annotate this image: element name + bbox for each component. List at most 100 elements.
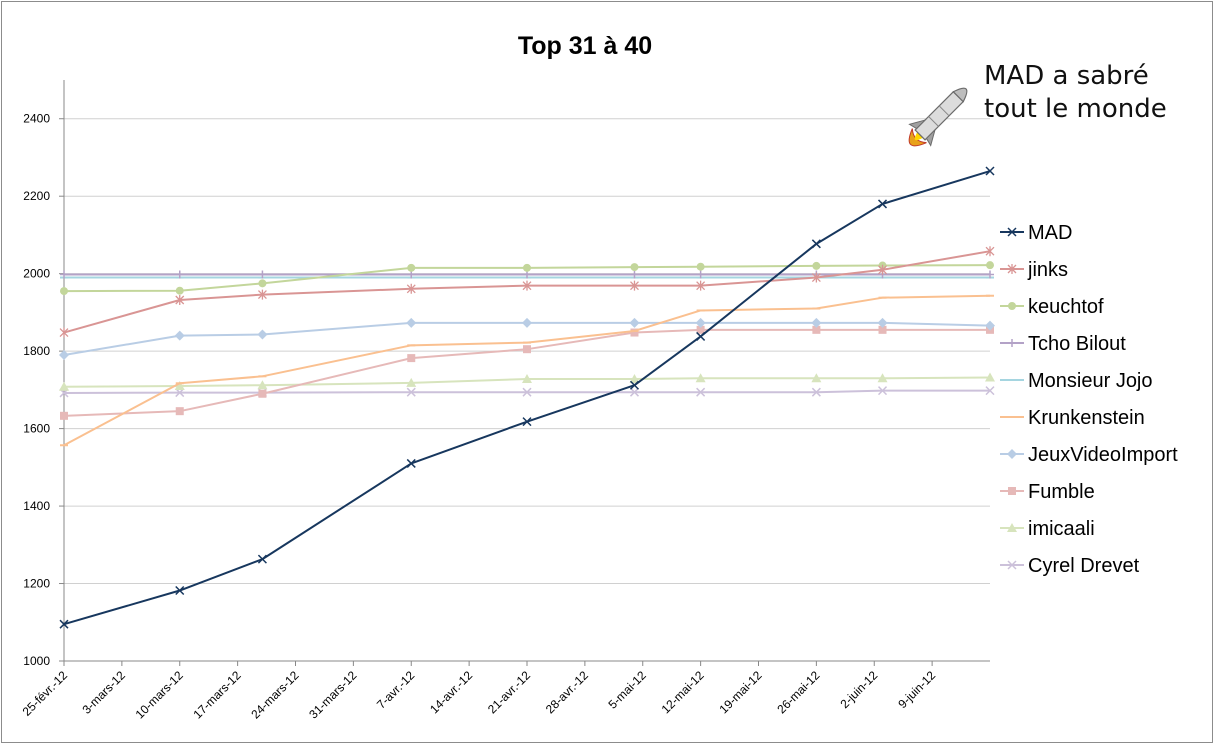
series-line	[63, 328, 990, 417]
x-tick-label: 9-juin-12	[895, 668, 938, 711]
series-line	[63, 389, 990, 394]
data-point	[630, 270, 639, 279]
data-point	[257, 380, 268, 390]
data-point	[878, 325, 887, 334]
data-point	[877, 317, 888, 328]
data-point	[406, 317, 417, 328]
x-tick-label: 21-avr.-12	[485, 668, 533, 716]
data-point	[258, 270, 267, 279]
data-point	[629, 387, 640, 397]
data-point	[522, 387, 532, 397]
series-keuchtof	[60, 261, 994, 296]
data-point	[522, 280, 532, 291]
series-jinks	[59, 246, 995, 338]
legend: MAD jinks keuchtof Tcho Bilout Monsieur Jojo…	[1000, 222, 1178, 577]
data-point	[985, 372, 995, 382]
data-point	[406, 377, 417, 387]
data-point	[175, 585, 185, 596]
data-point	[629, 317, 640, 328]
y-tick-label: 2200	[23, 189, 50, 203]
x-tick-label: 17-mars-12	[190, 668, 244, 722]
data-point	[985, 386, 995, 396]
data-point	[522, 374, 532, 384]
data-point	[258, 389, 267, 398]
series-line	[63, 264, 991, 293]
legend-label: JeuxVideoImport	[1028, 444, 1178, 466]
data-point	[696, 270, 705, 279]
series-line	[63, 376, 991, 388]
data-point	[175, 270, 184, 279]
series-line	[63, 170, 991, 626]
legend-entry: keuchtof	[1000, 296, 1104, 318]
data-point	[629, 374, 640, 384]
data-point	[406, 387, 416, 397]
data-point	[812, 325, 821, 334]
data-point	[174, 330, 185, 341]
x-axis-tick-labels: 25-févr.-12 3-mars-12 10-mars-12 17-mars-12…	[20, 668, 939, 722]
legend-swatch-marker	[1007, 227, 1017, 237]
data-point	[522, 417, 532, 427]
x-tick-label: 3-mars-12	[79, 668, 128, 717]
legend-label: Fumble	[1028, 481, 1095, 503]
data-point	[630, 280, 639, 291]
legend-entry: Krunkenstein	[1000, 407, 1145, 429]
data-point	[986, 270, 994, 279]
series-fumble	[60, 325, 994, 420]
legend-entry: jinks	[1000, 259, 1068, 281]
data-point	[258, 279, 267, 288]
data-point	[696, 387, 706, 397]
data-point	[407, 354, 416, 363]
series-jeuxvideoimport	[59, 317, 995, 361]
series-imicaali	[59, 372, 995, 391]
data-point	[811, 317, 822, 328]
series-line	[63, 250, 991, 334]
data-point	[522, 317, 532, 328]
data-point	[878, 264, 887, 275]
data-point	[985, 166, 995, 176]
x-tick-label: 12-mai-12	[659, 668, 707, 716]
series-mad	[59, 166, 995, 629]
y-tick-label: 1600	[23, 422, 50, 436]
y-tick-label: 1200	[23, 577, 50, 591]
legend-label: MAD	[1028, 222, 1072, 244]
x-tick-label: 14-avr.-12	[427, 668, 475, 716]
data-point	[175, 295, 185, 306]
legend-label: keuchtof	[1028, 296, 1104, 318]
legend-entry: Monsieur Jojo	[1000, 370, 1153, 392]
data-point	[59, 327, 69, 338]
data-point	[59, 350, 69, 361]
x-tick-label: 24-mars-12	[248, 668, 302, 722]
x-tick-label: 26-mai-12	[774, 668, 822, 716]
series-cyrel-drevet	[59, 386, 995, 398]
data-point	[175, 286, 184, 295]
data-point	[696, 325, 705, 334]
annotation-text: MAD a sabré tout le monde	[984, 61, 1167, 124]
x-tick-label: 10-mars-12	[133, 668, 187, 722]
data-point	[696, 280, 706, 291]
x-tick-label: 25-févr.-12	[20, 668, 71, 719]
data-point	[630, 328, 639, 337]
legend-label: Cyrel Drevet	[1028, 555, 1140, 577]
data-point	[695, 373, 706, 383]
data-point	[877, 386, 888, 396]
legend-label: Monsieur Jojo	[1028, 370, 1153, 392]
series-lines	[59, 166, 995, 629]
legend-entry: JeuxVideoImport	[1000, 444, 1178, 466]
data-point	[811, 239, 821, 249]
rocket-icon	[908, 87, 968, 147]
data-point	[60, 287, 68, 296]
data-point	[696, 262, 705, 271]
data-point	[257, 289, 267, 300]
series-krunkenstein	[60, 294, 994, 447]
data-point	[59, 381, 69, 391]
data-point	[877, 199, 888, 209]
data-point	[257, 329, 268, 340]
data-point	[985, 246, 995, 257]
legend-swatch-marker	[1007, 449, 1017, 459]
data-point	[811, 272, 821, 283]
data-point	[407, 263, 416, 272]
legend-label: imicaali	[1028, 518, 1095, 540]
data-point	[811, 387, 821, 397]
